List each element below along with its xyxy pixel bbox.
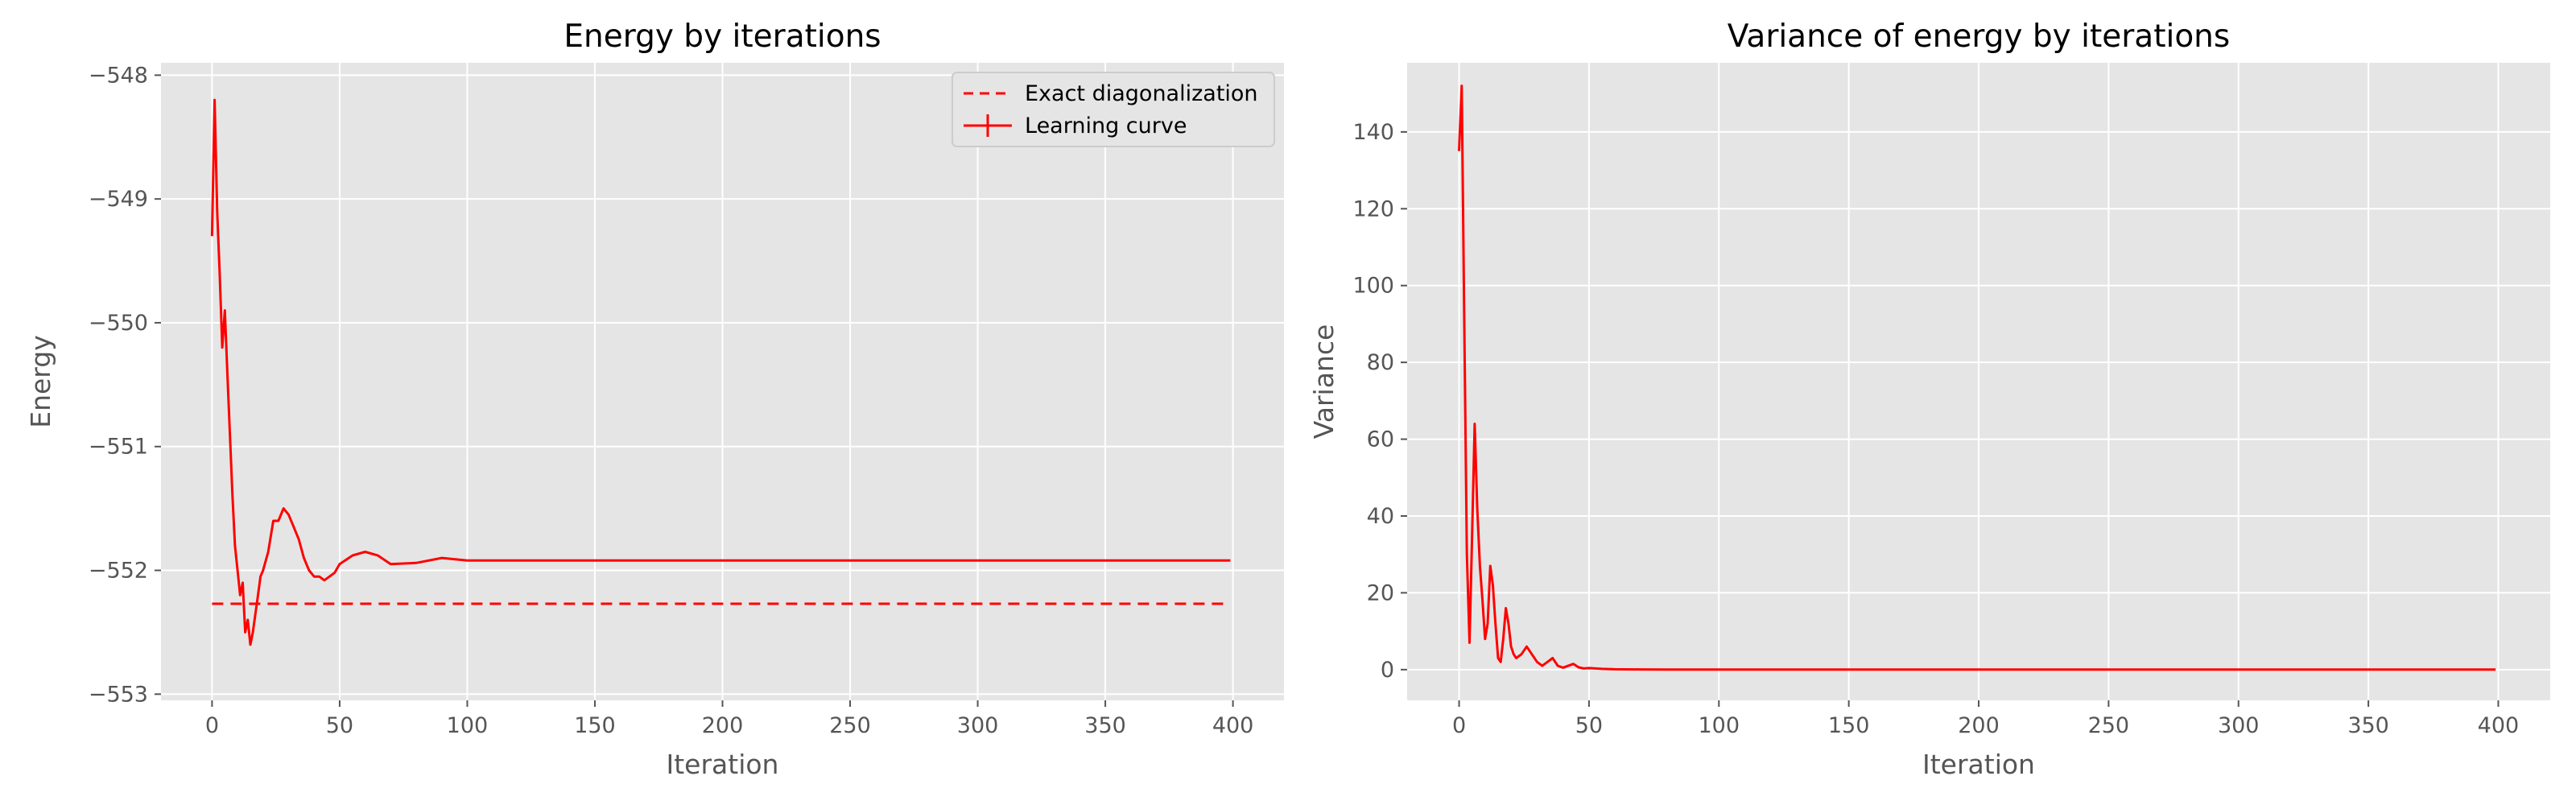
- y-axis-label: Energy: [25, 335, 56, 428]
- y-tick-label: −548: [89, 63, 148, 88]
- x-axis-label: Iteration: [667, 749, 779, 780]
- variance-chart: 0 50 100 150 200 250 300 350 400 0 20 40 60 80 100 120 1…: [1308, 19, 2550, 780]
- y-tick-label: −552: [89, 559, 148, 584]
- y-tick-label: 40: [1367, 504, 1394, 529]
- y-tick-label: 60: [1367, 427, 1394, 452]
- x-tick-label: 0: [1452, 713, 1466, 738]
- x-tick-label: 400: [2478, 713, 2520, 738]
- y-tick-label: 0: [1381, 658, 1394, 683]
- x-tick-label: 50: [1575, 713, 1603, 738]
- y-tick-label: −553: [89, 682, 148, 707]
- series-line-0: [1458, 85, 2496, 671]
- y-tick-label: 140: [1352, 120, 1394, 145]
- x-tick-label: 100: [1698, 713, 1740, 738]
- y-tick-label: −550: [89, 311, 148, 336]
- x-tick-label: 200: [702, 713, 744, 738]
- legend: Exact diagonalization Learning curve: [952, 72, 1275, 147]
- x-tick-label: 150: [574, 713, 616, 738]
- x-tick-label: 50: [326, 713, 353, 738]
- y-axis-label: Variance: [1308, 324, 1340, 440]
- x-tick-label: 350: [1084, 713, 1126, 738]
- x-tick-label: 0: [205, 713, 219, 738]
- legend-entry: Exact diagonalization: [1025, 81, 1258, 106]
- x-tick-label: 150: [1828, 713, 1870, 738]
- y-tick-label: −549: [89, 187, 148, 212]
- legend-entry: Learning curve: [1025, 114, 1187, 138]
- chart-title: Variance of energy by iterations: [1728, 19, 2230, 55]
- x-tick-label: 200: [1958, 713, 2000, 738]
- y-tick-label: 80: [1367, 350, 1394, 375]
- energy-chart: 0 50 100 150 200 250 300 350 400 −553 −552 −551 −550…: [25, 19, 1284, 780]
- chart-title: Energy by iterations: [564, 19, 881, 55]
- x-tick-label: 300: [957, 713, 999, 738]
- x-tick-label: 300: [2218, 713, 2260, 738]
- x-tick-label: 400: [1212, 713, 1254, 738]
- y-tick-label: −551: [89, 435, 148, 460]
- series-line-learning-curve: [210, 98, 1231, 646]
- x-axis-label: Iteration: [1922, 749, 2035, 780]
- x-tick-label: 350: [2347, 713, 2389, 738]
- y-tick-label: 120: [1352, 196, 1394, 221]
- legend-box: [952, 72, 1275, 147]
- x-tick-label: 100: [447, 713, 489, 738]
- y-tick-label: 20: [1367, 580, 1394, 605]
- y-tick-label: 100: [1352, 274, 1394, 299]
- x-tick-label: 250: [829, 713, 871, 738]
- x-tick-label: 250: [2088, 713, 2130, 738]
